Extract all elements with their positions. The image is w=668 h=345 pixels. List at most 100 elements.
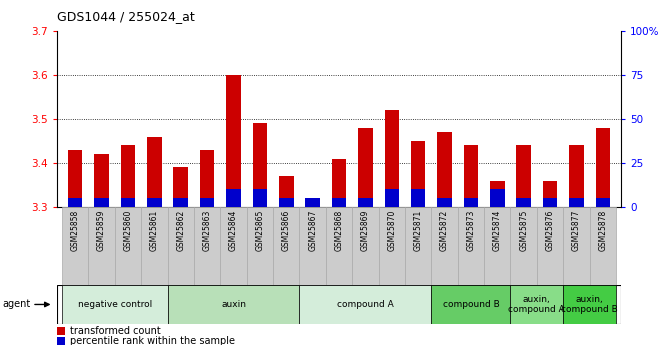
- Text: GSM25874: GSM25874: [493, 209, 502, 251]
- Bar: [490, 189, 504, 207]
- Bar: [299, 285, 432, 324]
- Bar: [432, 207, 458, 285]
- Bar: [510, 207, 537, 285]
- Bar: [115, 207, 141, 285]
- Bar: [174, 167, 188, 207]
- Bar: [590, 207, 616, 285]
- Bar: [253, 124, 267, 207]
- Bar: [57, 337, 65, 345]
- Bar: [62, 285, 168, 324]
- Bar: [563, 207, 590, 285]
- Bar: [62, 207, 88, 285]
- Bar: [88, 207, 115, 285]
- Bar: [379, 207, 405, 285]
- Bar: [411, 189, 426, 207]
- Bar: [57, 327, 65, 335]
- Bar: [385, 189, 399, 207]
- Bar: [438, 132, 452, 207]
- Bar: [516, 198, 531, 207]
- Bar: [279, 176, 293, 207]
- Bar: [305, 198, 320, 207]
- Bar: [147, 137, 162, 207]
- Text: percentile rank within the sample: percentile rank within the sample: [70, 336, 235, 345]
- Bar: [411, 141, 426, 207]
- Bar: [253, 189, 267, 207]
- Bar: [484, 207, 510, 285]
- Text: compound A: compound A: [337, 300, 393, 309]
- Bar: [246, 207, 273, 285]
- Bar: [305, 198, 320, 207]
- Bar: [332, 159, 346, 207]
- Bar: [537, 207, 563, 285]
- Bar: [68, 150, 82, 207]
- Text: GSM25875: GSM25875: [519, 209, 528, 251]
- Bar: [121, 146, 135, 207]
- Text: GSM25866: GSM25866: [282, 209, 291, 251]
- Bar: [168, 207, 194, 285]
- Bar: [358, 198, 373, 207]
- Text: auxin,
compound A: auxin, compound A: [508, 295, 565, 314]
- Bar: [405, 207, 432, 285]
- Bar: [432, 285, 510, 324]
- Bar: [68, 198, 82, 207]
- Bar: [458, 207, 484, 285]
- Text: auxin,
compound B: auxin, compound B: [561, 295, 618, 314]
- Text: GSM25861: GSM25861: [150, 209, 159, 250]
- Bar: [226, 75, 240, 207]
- Bar: [326, 207, 352, 285]
- Text: auxin: auxin: [221, 300, 246, 309]
- Bar: [543, 181, 557, 207]
- Text: compound B: compound B: [442, 300, 499, 309]
- Bar: [299, 207, 326, 285]
- Text: transformed count: transformed count: [70, 326, 161, 336]
- Bar: [194, 207, 220, 285]
- Bar: [596, 128, 610, 207]
- Bar: [438, 198, 452, 207]
- Bar: [516, 146, 531, 207]
- Text: GSM25869: GSM25869: [361, 209, 370, 251]
- Text: GSM25859: GSM25859: [97, 209, 106, 251]
- Bar: [168, 285, 299, 324]
- Bar: [352, 207, 379, 285]
- Bar: [147, 198, 162, 207]
- Bar: [200, 198, 214, 207]
- Text: GSM25868: GSM25868: [335, 209, 343, 250]
- Bar: [543, 198, 557, 207]
- Bar: [332, 198, 346, 207]
- Bar: [273, 207, 299, 285]
- Bar: [94, 154, 109, 207]
- Bar: [226, 189, 240, 207]
- Bar: [464, 146, 478, 207]
- Bar: [569, 198, 584, 207]
- Text: GSM25872: GSM25872: [440, 209, 449, 250]
- Bar: [510, 285, 563, 324]
- Text: GSM25865: GSM25865: [255, 209, 265, 251]
- Text: GSM25867: GSM25867: [308, 209, 317, 251]
- Text: GSM25863: GSM25863: [202, 209, 212, 251]
- Text: negative control: negative control: [77, 300, 152, 309]
- Bar: [563, 285, 616, 324]
- Text: agent: agent: [2, 299, 30, 309]
- Bar: [464, 198, 478, 207]
- Text: GDS1044 / 255024_at: GDS1044 / 255024_at: [57, 10, 194, 23]
- Text: GSM25873: GSM25873: [466, 209, 476, 251]
- Text: GSM25876: GSM25876: [546, 209, 554, 251]
- Text: GSM25878: GSM25878: [599, 209, 607, 250]
- Bar: [174, 198, 188, 207]
- Bar: [94, 198, 109, 207]
- Text: GSM25870: GSM25870: [387, 209, 396, 251]
- Bar: [121, 198, 135, 207]
- Bar: [358, 128, 373, 207]
- Bar: [490, 181, 504, 207]
- Text: GSM25858: GSM25858: [71, 209, 79, 250]
- Bar: [141, 207, 168, 285]
- Text: GSM25862: GSM25862: [176, 209, 185, 250]
- Bar: [279, 198, 293, 207]
- Bar: [220, 207, 246, 285]
- Bar: [385, 110, 399, 207]
- Bar: [596, 198, 610, 207]
- Text: GSM25860: GSM25860: [124, 209, 132, 251]
- Text: GSM25877: GSM25877: [572, 209, 581, 251]
- Bar: [569, 146, 584, 207]
- Bar: [200, 150, 214, 207]
